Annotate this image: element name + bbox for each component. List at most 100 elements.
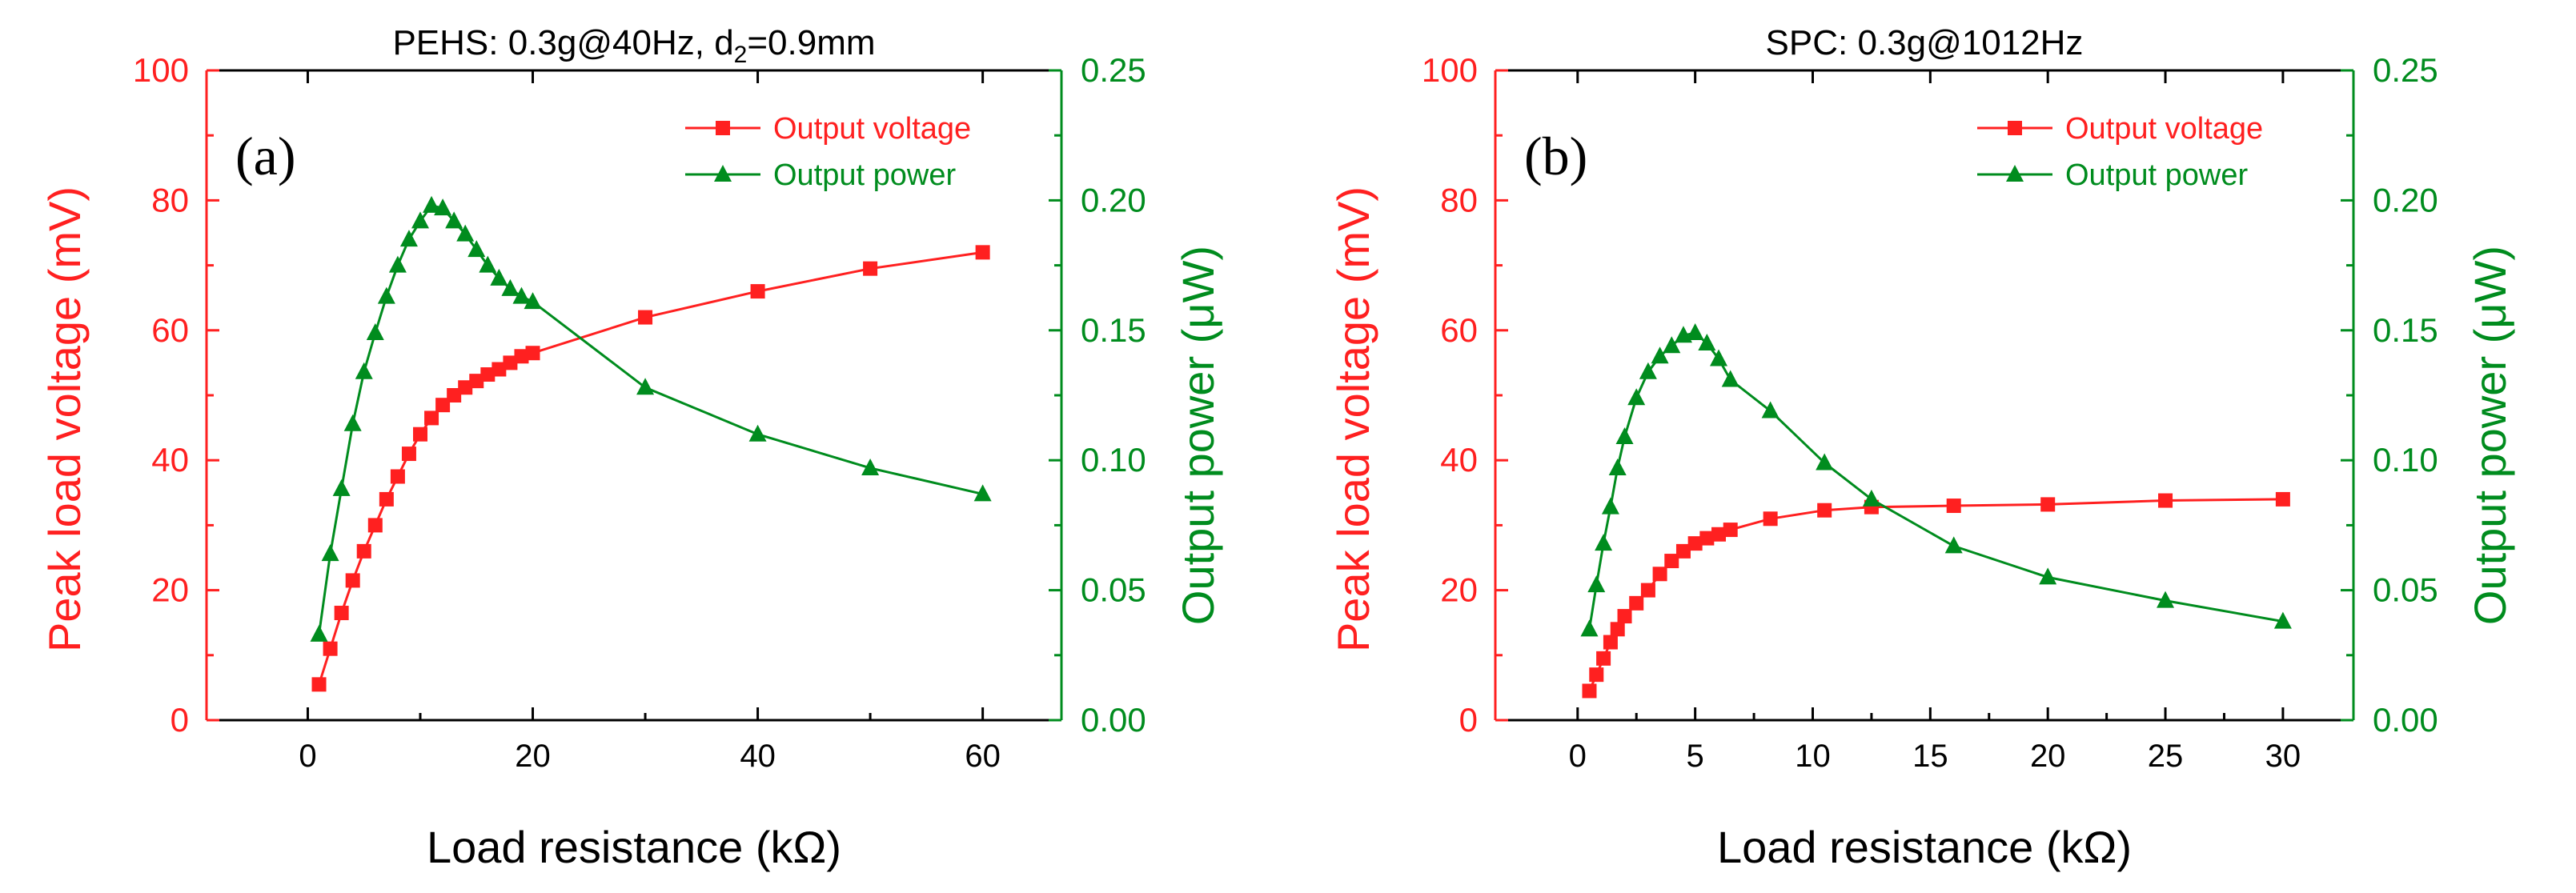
data-point-triangle	[1698, 334, 1716, 351]
data-point-triangle	[861, 458, 880, 475]
left-y-tick-label: 40	[1440, 441, 1478, 479]
legend-label: Output power	[2065, 158, 2248, 192]
legend-entry: Output power	[1977, 158, 2248, 192]
data-point-square	[323, 641, 338, 656]
data-point-square	[401, 446, 416, 462]
left-y-tick-label: 80	[1440, 181, 1478, 218]
data-point-square	[469, 374, 484, 389]
data-point-square	[1603, 635, 1618, 650]
data-point-triangle	[310, 624, 328, 642]
data-point-square	[1946, 499, 1961, 514]
data-point-triangle	[1663, 336, 1681, 354]
panel-label: (a)	[235, 126, 295, 186]
data-point-square	[1596, 651, 1611, 666]
legend-label: Output power	[773, 158, 956, 192]
left-y-tick-label: 0	[1459, 701, 1478, 739]
data-point-square	[311, 677, 327, 692]
chart-title-main: PEHS: 0.3g@40Hz, d	[392, 23, 733, 62]
data-point-triangle	[1580, 619, 1599, 637]
data-point-triangle	[512, 286, 531, 304]
data-point-triangle	[501, 278, 520, 296]
right-y-tick-label: 0.05	[2373, 571, 2438, 609]
data-point-square	[863, 261, 878, 276]
data-point-triangle	[1721, 370, 1739, 387]
legend-entry: Output voltage	[685, 112, 971, 146]
data-point-square	[1687, 536, 1703, 551]
x-axis-title: Load resistance (kΩ)	[427, 822, 841, 872]
data-point-triangle	[332, 479, 351, 496]
data-point-square	[1617, 609, 1632, 624]
series-output-power	[310, 195, 992, 642]
data-point-square	[1699, 531, 1715, 546]
data-point-triangle	[973, 484, 992, 502]
data-point-square	[334, 606, 349, 621]
data-point-triangle	[1601, 497, 1619, 515]
data-point-triangle	[1608, 458, 1627, 475]
data-point-triangle	[366, 323, 384, 341]
data-point-triangle	[1639, 362, 1657, 379]
right-y-tick-label: 0.05	[1081, 571, 1146, 609]
x-axis-title: Load resistance (kΩ)	[1717, 822, 2132, 872]
data-point-square	[480, 367, 496, 382]
data-point-triangle	[456, 224, 475, 242]
data-point-square	[1589, 667, 1604, 683]
right-y-axis-title: Output power (μW)	[2465, 246, 2515, 625]
data-point-square	[435, 398, 451, 413]
left-y-tick-label: 100	[133, 51, 189, 89]
left-y-tick-label: 0	[171, 701, 189, 739]
left-y-tick-label: 60	[151, 311, 189, 349]
data-point-square	[379, 491, 394, 507]
left-y-tick-label: 20	[151, 571, 189, 609]
series-line	[1588, 331, 2284, 630]
left-y-tick-label: 40	[151, 441, 189, 479]
right-y-axis-title: Output power (μW)	[1173, 246, 1223, 625]
right-y-tick-label: 0.25	[1081, 51, 1146, 89]
data-point-square	[1763, 511, 1778, 527]
data-point-square	[975, 245, 990, 260]
data-point-square	[1610, 622, 1625, 637]
x-tick-label: 0	[299, 739, 316, 774]
x-tick-label: 40	[740, 739, 776, 774]
data-point-square	[638, 310, 653, 325]
data-point-square	[390, 469, 405, 484]
data-point-square	[1640, 583, 1655, 598]
legend-marker-square	[2008, 121, 2022, 135]
data-point-square	[525, 346, 540, 361]
data-point-square	[345, 573, 360, 588]
legend-marker-triangle	[2006, 165, 2024, 182]
chart-title: PEHS: 0.3g@40Hz, d2=0.9mm	[392, 23, 875, 68]
left-y-tick-label: 100	[1422, 51, 1478, 89]
data-point-triangle	[479, 255, 497, 273]
x-tick-label: 15	[1912, 739, 1948, 774]
data-point-triangle	[388, 255, 407, 273]
right-y-tick-label: 0.15	[2373, 311, 2438, 349]
data-point-triangle	[467, 240, 486, 258]
left-y-tick-label: 80	[151, 181, 189, 218]
data-point-square	[1664, 554, 1679, 569]
data-point-square	[750, 284, 765, 299]
data-point-triangle	[1761, 401, 1780, 418]
data-point-square	[503, 355, 518, 370]
data-point-triangle	[343, 414, 362, 431]
data-point-square	[1582, 683, 1597, 699]
right-y-tick-label: 0.25	[2373, 51, 2438, 89]
data-point-square	[447, 388, 462, 402]
data-point-square	[1652, 567, 1667, 582]
data-point-square	[2275, 491, 2290, 507]
data-point-triangle	[1862, 489, 1880, 507]
data-point-triangle	[1651, 346, 1669, 364]
data-point-triangle	[636, 378, 655, 395]
data-point-square	[1629, 595, 1644, 611]
data-point-square	[2040, 497, 2056, 512]
chart-panel-a: 0 20 40 60 0 20 40 60 80 100 0.00 0.05 0.10 0.15 0.20 0…	[39, 23, 1223, 872]
data-point-triangle	[748, 424, 767, 442]
x-tick-label: 30	[2265, 739, 2301, 774]
data-point-triangle	[490, 268, 508, 286]
left-y-tick-label: 20	[1440, 571, 1478, 609]
left-y-axis-title: Peak load voltage (mV)	[1328, 186, 1378, 652]
data-point-triangle	[411, 211, 429, 229]
data-point-square	[514, 349, 529, 364]
data-point-triangle	[1710, 349, 1728, 366]
